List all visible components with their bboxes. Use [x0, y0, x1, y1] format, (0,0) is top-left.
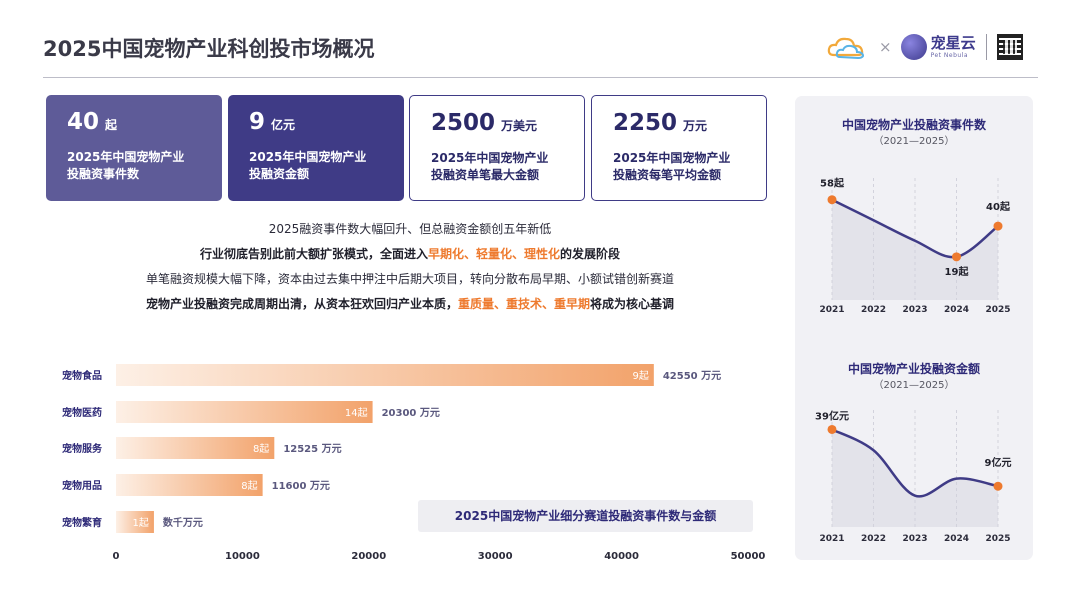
- bar-value-label: 42550 万元: [663, 370, 721, 382]
- x-tick-label: 2024: [944, 305, 969, 315]
- bar-count-label: 1起: [133, 517, 149, 529]
- category-label: 宠物用品: [62, 479, 102, 492]
- kpi-desc-line1: 2025年中国宠物产业: [249, 150, 367, 164]
- cloud-logo-icon: [827, 37, 865, 60]
- brand: 宠星云 Pet Nebula: [930, 33, 976, 59]
- bar: [116, 511, 154, 533]
- kpi-card-max-deal: 2500 万美元 2025年中国宠物产业 投融资单笔最大金额: [409, 95, 585, 201]
- logo-group: × 宠星云 Pet Nebula: [826, 32, 1023, 62]
- qr-code-icon: [996, 34, 1023, 60]
- kpi-value: 40: [67, 109, 100, 135]
- count-chart-subtitle: （2021—2025）: [873, 136, 955, 147]
- page-title: 2025中国宠物产业科创投市场概况: [43, 37, 375, 61]
- times-sign: ×: [879, 38, 892, 56]
- kpi-desc-line2: 投融资事件数: [67, 167, 140, 181]
- summary-line-4: 宠物产业投融资完成周期出清，从资本狂欢回归产业本质，重质量、重技术、重早期将成为…: [60, 295, 760, 312]
- kpi-desc-line1: 2025年中国宠物产业: [67, 150, 185, 164]
- data-point: [993, 481, 1003, 491]
- category-label: 宠物医药: [62, 406, 102, 419]
- bar-count-label: 8起: [241, 480, 257, 492]
- category-label: 宠物繁育: [62, 516, 102, 529]
- kpi-desc-line1: 2025年中国宠物产业: [613, 151, 731, 165]
- summary-line-2: 行业彻底告别此前大额扩张模式，全面进入早期化、轻量化、理性化的发展阶段: [60, 245, 760, 262]
- bar: [116, 437, 275, 459]
- kpi-unit: 起: [105, 118, 118, 132]
- bar-value-label: 12525 万元: [283, 443, 341, 455]
- summary-line-2-a: 行业彻底告别此前大额扩张模式，全面进入: [199, 247, 428, 261]
- data-point: [993, 221, 1003, 231]
- kpi-value: 2500: [431, 110, 496, 136]
- kpi-desc-line2: 投融资单笔最大金额: [431, 168, 540, 182]
- summary-line-2-highlight: 早期化、轻量化、理性化: [427, 247, 560, 261]
- amount-line-chart: 39亿元 9亿元 2021 2022 2023 2024 2025: [815, 409, 1012, 544]
- kpi-unit: 万元: [683, 119, 708, 133]
- summary-line-3: 单笔融资规模大幅下降，资本由过去集中押注中后期大项目，转向分散布局早期、小额试错…: [145, 272, 674, 286]
- count-chart-title: 中国宠物产业投融资事件数: [841, 118, 986, 132]
- kpi-value: 9: [249, 109, 266, 135]
- brand-name: 宠星云: [930, 33, 976, 52]
- kpi-value: 2250: [613, 110, 678, 136]
- x-tick-label: 2022: [861, 305, 886, 315]
- x-tick-label: 2022: [861, 534, 886, 544]
- bar-count-label: 9起: [632, 370, 648, 382]
- kpi-unit: 亿元: [271, 118, 296, 132]
- data-point: [827, 424, 837, 434]
- category-label: 宠物服务: [62, 442, 103, 455]
- logo-divider: [985, 34, 987, 60]
- summary-line-1: 2025融资事件数大幅回升、但总融资金额创五年新低: [268, 222, 552, 236]
- category-label: 宠物食品: [62, 369, 102, 382]
- x-tick-label: 0: [113, 551, 120, 562]
- brand-subtitle: Pet Nebula: [930, 51, 969, 59]
- kpi-card-avg-deal: 2250 万元 2025年中国宠物产业 投融资每笔平均金额: [591, 95, 767, 201]
- bar-value-label: 11600 万元: [272, 480, 330, 492]
- bar-count-label: 14起: [345, 407, 368, 419]
- summary-line-4-a: 宠物产业投融资完成周期出清，从资本狂欢回归产业本质，: [145, 297, 458, 311]
- bar-value-label: 20300 万元: [382, 407, 440, 419]
- bar-chart-title: 2025中国宠物产业细分赛道投融资事件数与金额: [418, 500, 753, 532]
- kpi-desc-line2: 投融资金额: [249, 167, 310, 181]
- x-tick-label: 10000: [225, 551, 260, 562]
- planet-logo-icon: [900, 34, 927, 60]
- data-label: 40起: [986, 200, 1011, 213]
- summary-line-4-highlight: 重质量、重技术、重早期: [457, 297, 590, 311]
- kpi-desc-line1: 2025年中国宠物产业: [431, 151, 549, 165]
- x-tick-label: 2023: [902, 534, 927, 544]
- data-label: 19起: [945, 265, 970, 278]
- kpi-desc-line2: 投融资每笔平均金额: [613, 168, 722, 182]
- x-tick-label: 2024: [944, 534, 969, 544]
- series-line: [831, 198, 999, 259]
- series-line: [831, 428, 999, 498]
- x-tick-label: 20000: [351, 551, 386, 562]
- x-tick-label: 40000: [604, 551, 639, 562]
- data-point: [952, 252, 961, 262]
- bar-value-label: 数千万元: [163, 516, 203, 529]
- bar: [116, 401, 373, 423]
- header-divider: [43, 77, 1038, 78]
- x-tick-label: 2023: [902, 305, 927, 315]
- x-tick-label: 2021: [819, 534, 844, 544]
- kpi-card-event-count: 40 起 2025年中国宠物产业 投融资事件数: [46, 95, 222, 201]
- event-count-line-chart: 58起 19起 40起 2021 2022 2023 2024 2025: [819, 177, 1011, 315]
- data-label: 9亿元: [985, 456, 1012, 469]
- x-tick-label: 2021: [819, 305, 844, 315]
- amount-chart-title: 中国宠物产业投融资金额: [847, 362, 980, 376]
- x-tick-label: 2025: [985, 305, 1010, 315]
- kpi-card-amount: 9 亿元 2025年中国宠物产业 投融资金额: [228, 95, 404, 201]
- data-label: 58起: [820, 177, 845, 190]
- data-point: [827, 195, 837, 205]
- summary-line-4-c: 将成为核心基调: [590, 297, 675, 311]
- x-tick-label: 30000: [478, 551, 513, 562]
- x-tick-label: 2025: [985, 534, 1010, 544]
- data-label: 39亿元: [815, 409, 849, 422]
- kpi-unit: 万美元: [501, 119, 538, 133]
- bar: [116, 474, 263, 496]
- amount-chart-subtitle: （2021—2025）: [873, 380, 955, 391]
- bar-count-label: 8起: [253, 443, 269, 455]
- x-tick-label: 50000: [731, 551, 766, 562]
- summary-line-2-c: 的发展阶段: [560, 247, 621, 261]
- bar: [116, 364, 654, 386]
